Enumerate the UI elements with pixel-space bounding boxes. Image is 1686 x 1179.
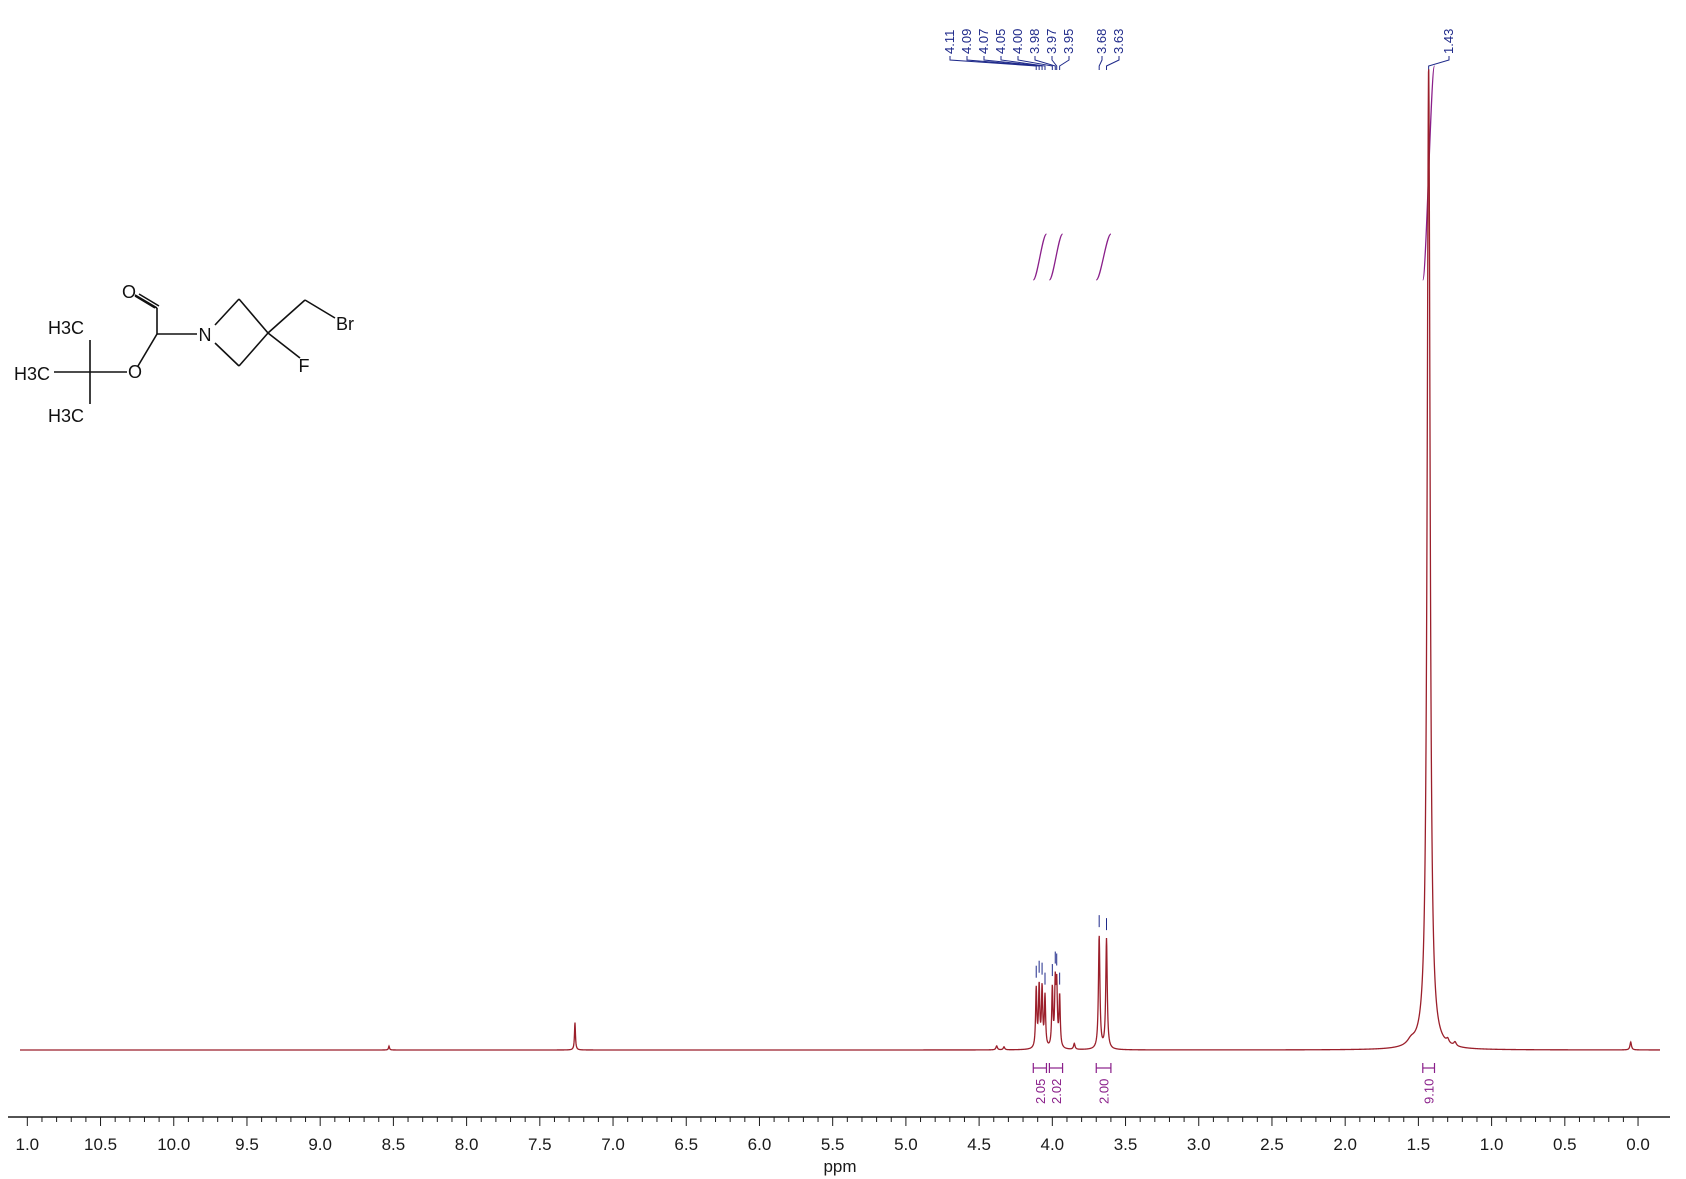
peak-label-text: 3.98	[1027, 29, 1042, 54]
x-tick-label: 2.5	[1260, 1135, 1284, 1154]
peak-label-leader	[1059, 56, 1070, 70]
peak-label-leader	[949, 56, 1037, 70]
bond-double-2	[138, 293, 160, 307]
peak-label-leader	[1106, 56, 1120, 70]
integral-brackets: 2.05 2.02 2.00 9.10	[1032, 1063, 1437, 1104]
x-tick-label: 4.0	[1041, 1135, 1065, 1154]
peak-label-leader	[1428, 56, 1450, 70]
bond-double-1	[134, 295, 156, 309]
peak-label-text: 3.95	[1061, 29, 1076, 54]
bond	[238, 332, 269, 367]
x-tick-label: 0.0	[1626, 1135, 1650, 1154]
x-tick-label: 2.0	[1333, 1135, 1357, 1154]
bond	[267, 332, 301, 359]
x-tick-label: 1.5	[1407, 1135, 1431, 1154]
integral-curve	[1095, 233, 1112, 281]
bond	[304, 299, 336, 319]
x-tick-label: 1.0	[1480, 1135, 1504, 1154]
spectrum-line	[20, 69, 1660, 1051]
x-tick-label: 1.0	[16, 1135, 40, 1154]
peak-label-text: 3.97	[1044, 29, 1059, 54]
x-tick-label: 3.5	[1114, 1135, 1138, 1154]
x-tick-label: 6.5	[674, 1135, 698, 1154]
peak-label-text: 3.68	[1094, 29, 1109, 54]
integral-value-label: 2.00	[1097, 1079, 1112, 1104]
x-tick-label: 7.5	[528, 1135, 552, 1154]
peak-label-text: 1.43	[1441, 29, 1456, 54]
bond	[267, 299, 306, 334]
x-tick-label: 5.5	[821, 1135, 845, 1154]
peak-label-leader	[1017, 56, 1053, 70]
peak-label-text: 4.05	[993, 29, 1008, 54]
bond	[214, 342, 240, 367]
atom-label-f: F	[299, 356, 310, 376]
integral-curve	[1048, 233, 1064, 281]
peak-label-leader	[966, 56, 1040, 70]
peak-label-text: 4.07	[976, 29, 991, 54]
integral-curve	[1032, 233, 1048, 281]
peak-label-leader	[983, 56, 1043, 70]
molecule-structure	[54, 293, 336, 404]
x-tick-label: 8.0	[455, 1135, 479, 1154]
peak-label-leader	[1098, 56, 1103, 70]
integral-curves	[1032, 65, 1436, 281]
x-tick-label: 4.5	[967, 1135, 991, 1154]
peak-label-text: 3.63	[1111, 29, 1126, 54]
x-tick-label: 6.0	[748, 1135, 772, 1154]
peak-label-text: 4.11	[942, 30, 957, 54]
atom-label-o-ester: O	[128, 362, 142, 382]
integral-value-label: 9.10	[1422, 1079, 1437, 1104]
x-tick-label: 10.5	[84, 1135, 117, 1154]
peak-label-leader	[1000, 56, 1046, 70]
atom-label-o-carbonyl: O	[122, 282, 136, 302]
peak-label-text: 4.00	[1010, 29, 1025, 54]
x-tick-label: 9.5	[235, 1135, 259, 1154]
bond	[134, 294, 158, 309]
x-tick-label: 10.0	[157, 1135, 190, 1154]
x-tick-label: 3.0	[1187, 1135, 1211, 1154]
atom-label-ch3-left: H3C	[14, 364, 50, 384]
integral-value-label: 2.02	[1049, 1079, 1064, 1104]
x-tick-label: 7.0	[601, 1135, 625, 1154]
x-axis: 1.0 10.5 10.0 9.5 9.0 8.5 8.0 7.5 7.0 6.5 6.0 5.5 5.…	[8, 1116, 1670, 1154]
molecule-labels: O N Br F O H3C H3C H3C	[14, 282, 354, 426]
bond	[238, 298, 269, 334]
bond	[214, 298, 240, 326]
integral-value-label: 2.05	[1033, 1079, 1048, 1104]
bond	[137, 333, 158, 367]
atom-label-ch3-top: H3C	[48, 318, 84, 338]
peak-label-leader	[1051, 56, 1058, 70]
x-tick-label: 5.0	[894, 1135, 918, 1154]
atom-label-n: N	[199, 325, 212, 345]
x-axis-title: ppm	[823, 1157, 856, 1176]
peak-labels: 4.11 4.09 4.07 4.05 4.00 3.98 3.97 3.95 3.68 3.63…	[942, 29, 1456, 985]
x-tick-label: 8.5	[382, 1135, 406, 1154]
x-tick-label: 9.0	[308, 1135, 332, 1154]
x-tick-label: 0.5	[1553, 1135, 1577, 1154]
atom-label-ch3-bottom: H3C	[48, 406, 84, 426]
peak-label-leader	[1034, 56, 1056, 70]
atom-label-br: Br	[336, 314, 354, 334]
peak-label-text: 4.09	[959, 29, 974, 54]
